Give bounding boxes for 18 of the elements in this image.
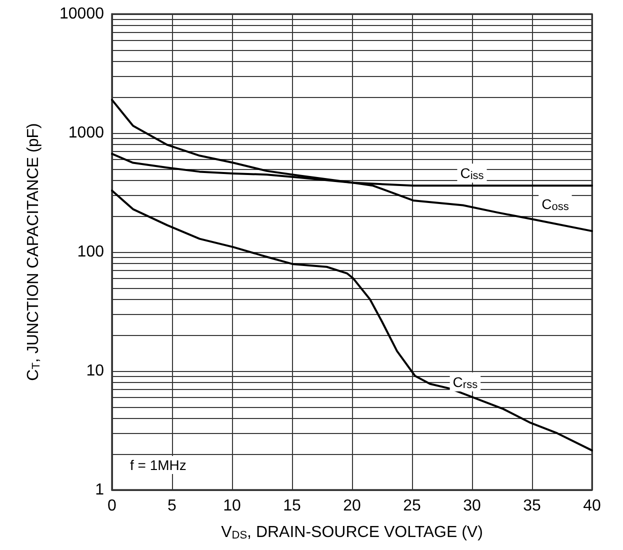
y-tick-label: 10 xyxy=(86,362,104,380)
x-tick-label: 25 xyxy=(403,498,421,514)
x-tick-label: 30 xyxy=(463,498,481,514)
x-tick-label: 40 xyxy=(583,498,601,514)
x-tick-label: 15 xyxy=(283,498,301,514)
x-tick-label: 5 xyxy=(168,498,177,514)
x-tick-label: 10 xyxy=(223,498,241,514)
line-series xyxy=(111,190,593,452)
y-axis-title: CT, JUNCTION CAPACITANCE (pF) xyxy=(25,123,42,381)
x-tick-label: 20 xyxy=(343,498,361,514)
x-tick-label: 35 xyxy=(523,498,541,514)
y-tick-label: 10000 xyxy=(60,6,104,22)
x-tick-label: 0 xyxy=(108,498,117,514)
y-tick-label: 1 xyxy=(95,482,104,498)
x-axis-title: VDS, DRAIN-SOURCE VOLTAGE (V) xyxy=(221,524,483,542)
y-tick-label: 1000 xyxy=(68,124,104,142)
annotation: f = 1MHz xyxy=(130,457,186,473)
y-tick-label: 100 xyxy=(77,244,104,260)
